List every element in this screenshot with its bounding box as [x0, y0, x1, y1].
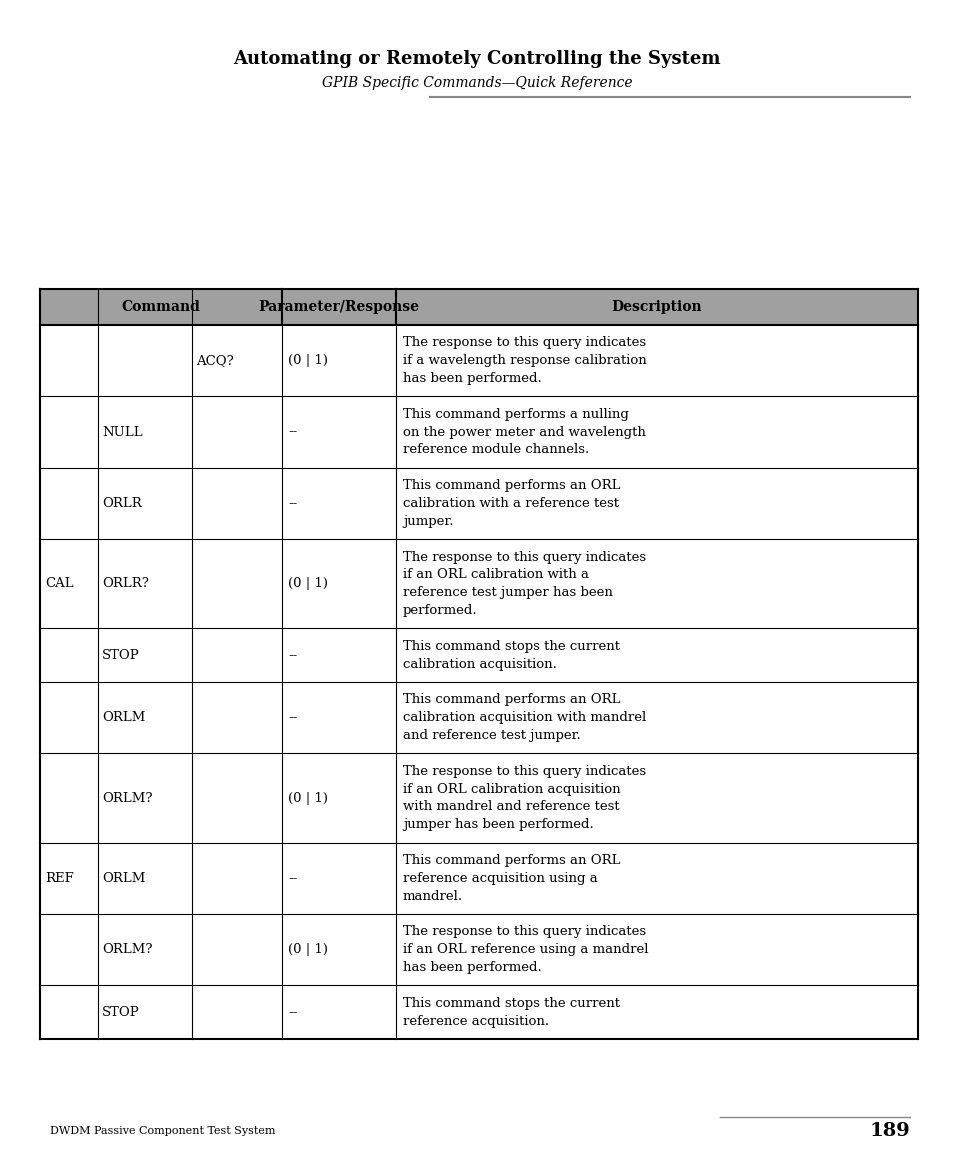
Bar	[40, 843, 917, 914]
Text: STOP: STOP	[102, 1006, 139, 1019]
Bar	[40, 396, 917, 468]
Bar	[40, 539, 917, 628]
Text: This command stops the current: This command stops the current	[402, 997, 619, 1009]
Text: Automating or Remotely Controlling the System: Automating or Remotely Controlling the S…	[233, 50, 720, 68]
Text: --: --	[288, 497, 297, 510]
Text: This command stops the current: This command stops the current	[402, 640, 619, 653]
Text: GPIB Specific Commands—Quick Reference: GPIB Specific Commands—Quick Reference	[321, 76, 632, 90]
Text: ORLM: ORLM	[102, 712, 145, 724]
Text: on the power meter and wavelength: on the power meter and wavelength	[402, 425, 645, 438]
Text: if an ORL calibration acquisition: if an ORL calibration acquisition	[402, 782, 620, 795]
Bar	[40, 468, 917, 539]
Text: ORLM?: ORLM?	[102, 943, 152, 956]
Text: calibration with a reference test: calibration with a reference test	[402, 497, 618, 510]
Text: calibration acquisition with mandrel: calibration acquisition with mandrel	[402, 712, 645, 724]
Text: This command performs an ORL: This command performs an ORL	[402, 693, 619, 706]
Bar	[40, 914, 917, 985]
Text: mandrel.: mandrel.	[402, 890, 462, 903]
Bar	[40, 628, 917, 681]
Text: if an ORL calibration with a: if an ORL calibration with a	[402, 568, 588, 582]
Text: reference module channels.: reference module channels.	[402, 444, 589, 457]
Bar	[40, 681, 917, 753]
Text: This command performs an ORL: This command performs an ORL	[402, 854, 619, 867]
Bar	[40, 289, 917, 325]
Text: CAL: CAL	[45, 577, 73, 590]
Text: (0 | 1): (0 | 1)	[288, 943, 328, 956]
Text: STOP: STOP	[102, 649, 139, 662]
Text: The response to this query indicates: The response to this query indicates	[402, 765, 645, 778]
Text: This command performs an ORL: This command performs an ORL	[402, 479, 619, 493]
Text: performed.: performed.	[402, 604, 477, 617]
Text: --: --	[288, 872, 297, 884]
Text: (0 | 1): (0 | 1)	[288, 355, 328, 367]
Text: The response to this query indicates: The response to this query indicates	[402, 551, 645, 563]
Text: --: --	[288, 1006, 297, 1019]
Text: ORLM: ORLM	[102, 872, 145, 884]
Text: REF: REF	[45, 872, 73, 884]
Text: (0 | 1): (0 | 1)	[288, 792, 328, 804]
Text: DWDM Passive Component Test System: DWDM Passive Component Test System	[50, 1127, 275, 1136]
Text: ORLR?: ORLR?	[102, 577, 149, 590]
Text: 189: 189	[868, 1122, 909, 1140]
Text: The response to this query indicates: The response to this query indicates	[402, 925, 645, 939]
Text: Description: Description	[611, 300, 701, 314]
Text: reference acquisition.: reference acquisition.	[402, 1014, 549, 1028]
Text: --: --	[288, 649, 297, 662]
Text: with mandrel and reference test: with mandrel and reference test	[402, 801, 619, 814]
Text: Parameter/Response: Parameter/Response	[258, 300, 419, 314]
Bar	[40, 325, 917, 396]
Text: This command performs a nulling: This command performs a nulling	[402, 408, 628, 421]
Text: if an ORL reference using a mandrel: if an ORL reference using a mandrel	[402, 943, 648, 956]
Text: The response to this query indicates: The response to this query indicates	[402, 336, 645, 349]
Text: --: --	[288, 425, 297, 438]
Text: calibration acquisition.: calibration acquisition.	[402, 657, 557, 671]
Bar	[40, 985, 917, 1038]
Text: ORLR: ORLR	[102, 497, 142, 510]
Text: ORLM?: ORLM?	[102, 792, 152, 804]
Text: has been performed.: has been performed.	[402, 961, 541, 974]
Text: jumper has been performed.: jumper has been performed.	[402, 818, 593, 831]
Text: if a wavelength response calibration: if a wavelength response calibration	[402, 355, 646, 367]
Text: has been performed.: has been performed.	[402, 372, 541, 385]
Text: NULL: NULL	[102, 425, 143, 438]
Text: reference test jumper has been: reference test jumper has been	[402, 586, 612, 599]
Text: and reference test jumper.: and reference test jumper.	[402, 729, 580, 742]
Text: Command: Command	[121, 300, 200, 314]
Text: jumper.: jumper.	[402, 515, 453, 527]
Text: ACQ?: ACQ?	[195, 355, 233, 367]
Bar	[40, 753, 917, 843]
Text: (0 | 1): (0 | 1)	[288, 577, 328, 590]
Text: --: --	[288, 712, 297, 724]
Text: reference acquisition using a: reference acquisition using a	[402, 872, 598, 884]
